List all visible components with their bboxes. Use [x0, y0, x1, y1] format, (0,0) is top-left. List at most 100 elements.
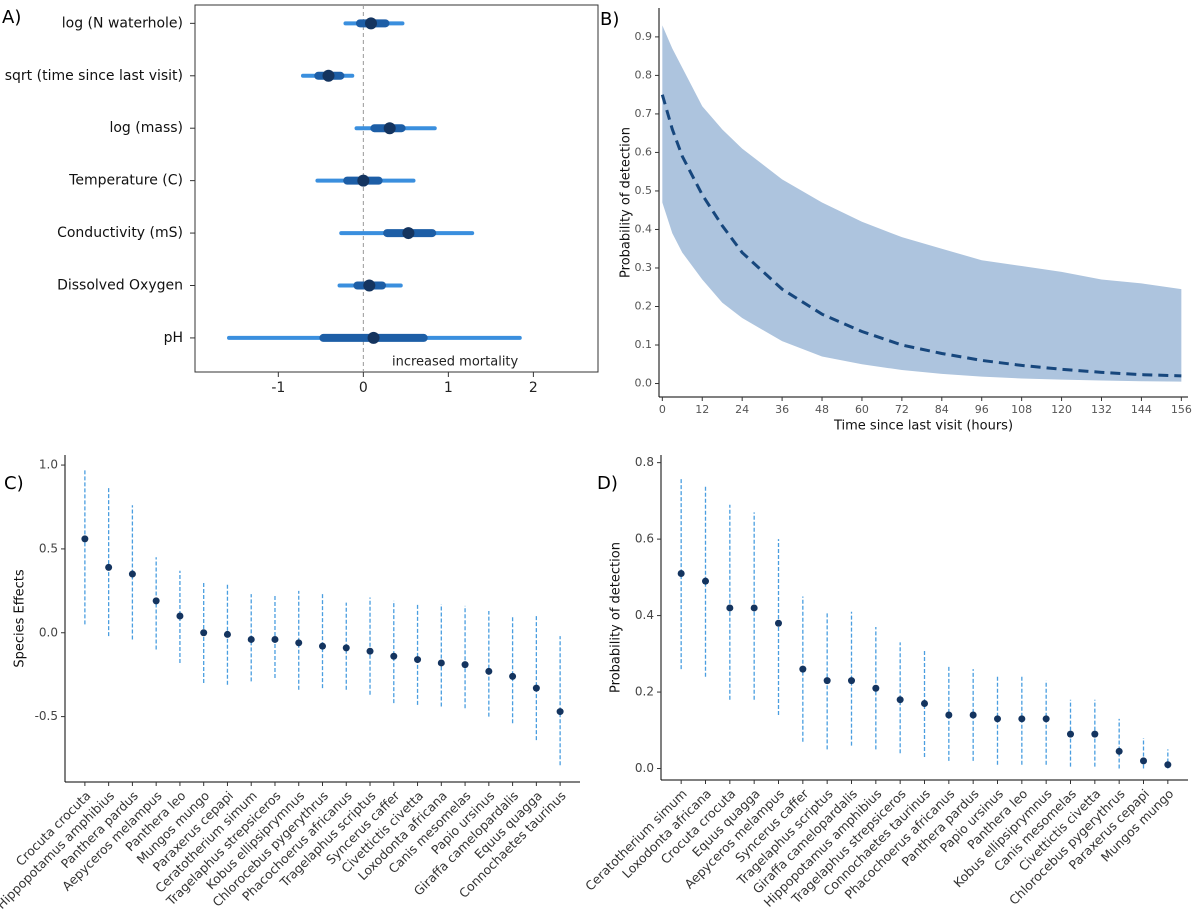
point-estimate [556, 708, 564, 716]
y-tick-label: 1.0 [39, 458, 58, 472]
point-estimate [1115, 747, 1123, 755]
point-estimate [414, 656, 422, 664]
point-estimate [357, 174, 370, 187]
x-tick-label: 72 [895, 403, 909, 416]
y-axis-label: Species Effects [13, 569, 28, 668]
point-estimate [342, 644, 350, 652]
point-estimate [367, 331, 380, 344]
y-tick-label: 0.2 [635, 685, 654, 699]
point-estimate [872, 684, 880, 692]
point-estimate [271, 635, 279, 643]
panel-label: C) [4, 473, 24, 494]
point-estimate [223, 630, 231, 638]
y-tick-label: 0.4 [635, 608, 654, 622]
panel-label: D) [597, 473, 618, 494]
point-estimate [823, 677, 831, 685]
point-estimate [509, 672, 517, 680]
point-estimate [364, 17, 377, 30]
confidence-band [662, 25, 1182, 382]
point-estimate [390, 652, 398, 660]
y-tick-label: 0.0 [39, 625, 58, 639]
point-estimate [750, 604, 758, 612]
y-tick-label: log (N waterhole) [62, 15, 183, 31]
point-estimate [461, 661, 469, 669]
point-estimate [437, 659, 445, 667]
y-tick-label: 0.6 [635, 145, 653, 158]
point-estimate [799, 665, 807, 673]
x-tick-label: 60 [855, 403, 869, 416]
x-tick-label: 0 [359, 380, 368, 396]
y-tick-label: 0.7 [635, 107, 653, 120]
panel-label: B) [600, 9, 619, 30]
point-estimate [1018, 715, 1026, 723]
y-tick-label: 0.9 [635, 30, 653, 43]
point-estimate [105, 563, 113, 571]
y-tick-label: 0.1 [635, 338, 653, 351]
point-estimate [532, 684, 540, 692]
point-estimate [81, 535, 89, 543]
y-tick-label: 0.3 [635, 261, 653, 274]
x-tick-label: 132 [1091, 403, 1112, 416]
point-estimate [1140, 757, 1147, 765]
point-estimate [1091, 730, 1099, 738]
point-estimate [775, 619, 782, 627]
y-tick-label: 0.6 [635, 532, 654, 546]
x-tick-label: 36 [775, 403, 789, 416]
point-estimate [402, 227, 415, 240]
point-estimate [200, 629, 208, 637]
x-tick-label: 0 [659, 403, 666, 416]
y-tick-label: Temperature (C) [68, 173, 183, 189]
point-estimate [1042, 715, 1050, 723]
y-tick-label: pH [164, 330, 183, 346]
point-estimate [677, 570, 685, 578]
x-tick-label: 48 [815, 403, 829, 416]
y-axis-label: Probability of detection [609, 542, 624, 693]
point-estimate [247, 635, 255, 643]
point-estimate [896, 696, 904, 704]
x-tick-label: 12 [695, 403, 709, 416]
y-tick-label: Dissolved Oxygen [57, 277, 183, 293]
y-tick-label: 0.0 [635, 377, 653, 390]
y-tick-label: 0.5 [635, 184, 653, 197]
point-estimate [322, 69, 335, 82]
point-estimate [176, 612, 184, 620]
y-tick-label: 0.8 [635, 455, 654, 469]
panel-label: A) [2, 7, 21, 28]
y-tick-label: sqrt (time since last visit) [5, 68, 183, 84]
point-estimate [726, 604, 734, 612]
y-tick-label: 0.8 [635, 68, 653, 81]
point-estimate [128, 570, 136, 578]
point-estimate [152, 597, 160, 605]
y-axis-label: Probability of detection [619, 127, 634, 278]
point-estimate [363, 279, 376, 292]
point-estimate [366, 647, 374, 655]
x-tick-label: 84 [935, 403, 949, 416]
point-estimate [383, 122, 396, 135]
x-tick-label: 144 [1131, 403, 1152, 416]
x-tick-label: 96 [975, 403, 989, 416]
y-tick-label: 0.5 [39, 541, 58, 555]
point-estimate [994, 715, 1001, 723]
x-tick-label: 2 [529, 380, 538, 396]
annotation: increased mortality [392, 355, 519, 370]
x-tick-label: 108 [1011, 403, 1032, 416]
point-estimate [295, 639, 303, 647]
point-estimate [1164, 761, 1172, 769]
y-tick-label: 0.0 [635, 761, 654, 775]
x-tick-label: -1 [271, 380, 285, 396]
point-estimate [969, 711, 977, 719]
x-tick-label: 1 [444, 380, 453, 396]
x-tick-label: 24 [735, 403, 749, 416]
y-tick-label: 0.2 [635, 299, 653, 312]
point-estimate [1067, 730, 1074, 738]
x-tick-label: 156 [1171, 403, 1192, 416]
x-axis-label: Time since last visit (hours) [833, 419, 1013, 434]
point-estimate [921, 700, 928, 708]
x-tick-label: 120 [1051, 403, 1072, 416]
plot-frame [194, 4, 599, 373]
y-tick-label: -0.5 [35, 709, 58, 723]
y-tick-label: 0.4 [635, 222, 653, 235]
line [660, 94, 1182, 378]
point-estimate [702, 577, 709, 585]
